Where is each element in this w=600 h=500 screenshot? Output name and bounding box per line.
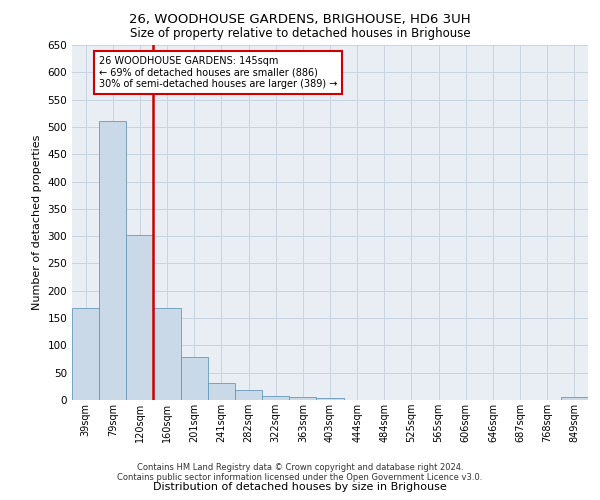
Bar	[127, 234, 154, 400]
Text: Contains HM Land Registry data © Crown copyright and database right 2024.: Contains HM Land Registry data © Crown c…	[137, 464, 463, 472]
Text: Contains public sector information licensed under the Open Government Licence v3: Contains public sector information licen…	[118, 474, 482, 482]
Bar	[72, 308, 99, 400]
Bar	[289, 398, 316, 400]
Bar	[154, 308, 181, 400]
Text: 26 WOODHOUSE GARDENS: 145sqm
← 69% of detached houses are smaller (886)
30% of s: 26 WOODHOUSE GARDENS: 145sqm ← 69% of de…	[99, 56, 338, 89]
Bar	[262, 396, 289, 400]
Bar	[316, 398, 344, 400]
Bar	[208, 382, 235, 400]
Bar	[181, 358, 208, 400]
Y-axis label: Number of detached properties: Number of detached properties	[32, 135, 42, 310]
Text: 26, WOODHOUSE GARDENS, BRIGHOUSE, HD6 3UH: 26, WOODHOUSE GARDENS, BRIGHOUSE, HD6 3U…	[129, 12, 471, 26]
Bar	[99, 122, 127, 400]
Text: Size of property relative to detached houses in Brighouse: Size of property relative to detached ho…	[130, 28, 470, 40]
Bar	[561, 398, 588, 400]
Text: Distribution of detached houses by size in Brighouse: Distribution of detached houses by size …	[153, 482, 447, 492]
Bar	[235, 390, 262, 400]
